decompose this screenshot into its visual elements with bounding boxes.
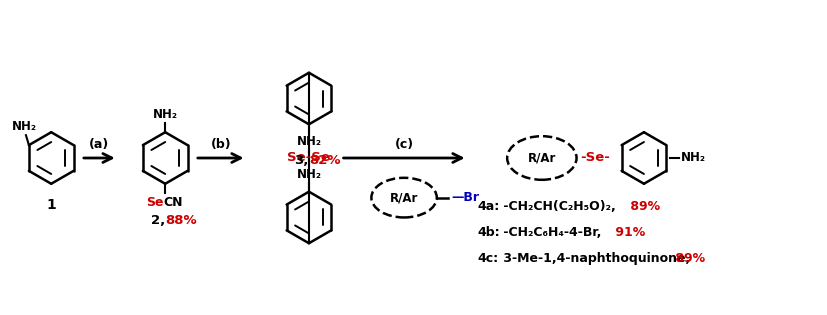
Text: NH₂: NH₂ (296, 168, 321, 181)
Text: 4b:: 4b: (477, 226, 500, 239)
Text: 88%: 88% (165, 214, 197, 226)
Text: R/Ar: R/Ar (390, 191, 418, 204)
Text: R/Ar: R/Ar (527, 152, 556, 164)
Text: 89%: 89% (670, 252, 704, 265)
Text: —Br: —Br (451, 191, 479, 204)
Text: NH₂: NH₂ (152, 108, 178, 121)
Text: CN: CN (163, 196, 183, 209)
Text: Se-Se: Se-Se (287, 152, 330, 164)
Text: 2,: 2, (151, 214, 165, 226)
Text: 4c:: 4c: (477, 252, 498, 265)
Text: -CH₂CH(C₂H₅O)₂,: -CH₂CH(C₂H₅O)₂, (499, 200, 615, 213)
Text: 1: 1 (46, 198, 56, 212)
Text: Se: Se (146, 196, 163, 209)
Text: (c): (c) (394, 138, 414, 151)
Text: -CH₂C₆H₄-4-Br,: -CH₂C₆H₄-4-Br, (499, 226, 601, 239)
Text: 3,: 3, (294, 154, 308, 167)
Text: NH₂: NH₂ (680, 152, 705, 164)
Text: (b): (b) (210, 138, 231, 151)
Text: 91%: 91% (610, 226, 645, 239)
Text: -Se-: -Se- (580, 152, 609, 164)
Text: 82%: 82% (308, 154, 340, 167)
Text: 89%: 89% (625, 200, 659, 213)
Text: 3-Me-1,4-naphthoquinone,: 3-Me-1,4-naphthoquinone, (499, 252, 690, 265)
Text: NH₂: NH₂ (12, 120, 36, 133)
Text: NH₂: NH₂ (296, 135, 321, 148)
Text: 4a:: 4a: (477, 200, 499, 213)
Text: (a): (a) (89, 138, 109, 151)
